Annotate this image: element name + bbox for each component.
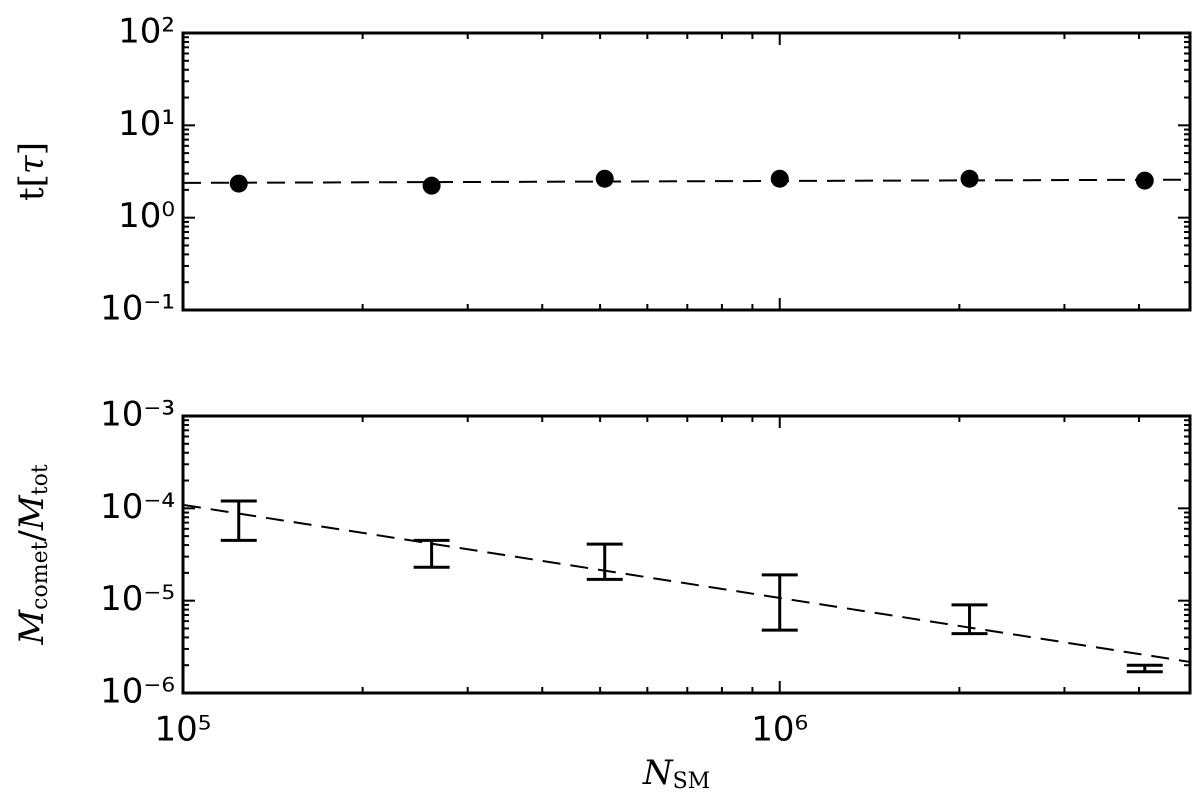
y-axis-label: t[τ]: [12, 142, 52, 201]
y-axis-label-part: comet: [28, 541, 53, 609]
fit-line: [182, 503, 1191, 663]
y-tick-label: 10²: [118, 12, 175, 52]
y-tick-label: 10⁻⁶: [100, 672, 175, 712]
data-point: [960, 169, 979, 188]
y-tick-label: 10⁰: [118, 196, 175, 236]
x-axis-label-part: N: [642, 753, 674, 793]
data-point: [770, 169, 789, 188]
x-axis-label: NSM: [642, 753, 710, 794]
fit-line: [182, 178, 1191, 184]
y-axis-label-part: tot: [28, 464, 53, 495]
y-tick-label: 10⁻¹: [100, 289, 175, 329]
y-tick-label: 10¹: [118, 104, 175, 144]
data-point: [1135, 171, 1154, 190]
x-tick-label: 10⁵: [155, 710, 212, 750]
y-axis-label-part: τ: [12, 154, 52, 174]
y-axis-label-part: t[: [12, 174, 52, 201]
y-tick-label: 10⁻⁵: [100, 579, 175, 619]
y-axis-label-part: M: [12, 494, 52, 531]
y-tick-label: 10⁻³: [100, 395, 175, 435]
x-tick-label: 10⁶: [751, 710, 808, 750]
plot-frame: [181, 31, 1192, 312]
y-axis-label: Mcomet/Mtot: [12, 464, 53, 646]
plot-frame: [181, 414, 1192, 695]
y-axis-label-part: M: [12, 609, 52, 646]
x-axis-label-part: SM: [673, 769, 711, 794]
data-point: [595, 169, 614, 188]
data-point: [422, 176, 441, 195]
data-point: [229, 174, 248, 193]
y-axis-label-part: /: [12, 530, 52, 542]
y-axis-label-part: ]: [12, 142, 52, 155]
y-tick-label: 10⁻⁴: [100, 487, 175, 527]
